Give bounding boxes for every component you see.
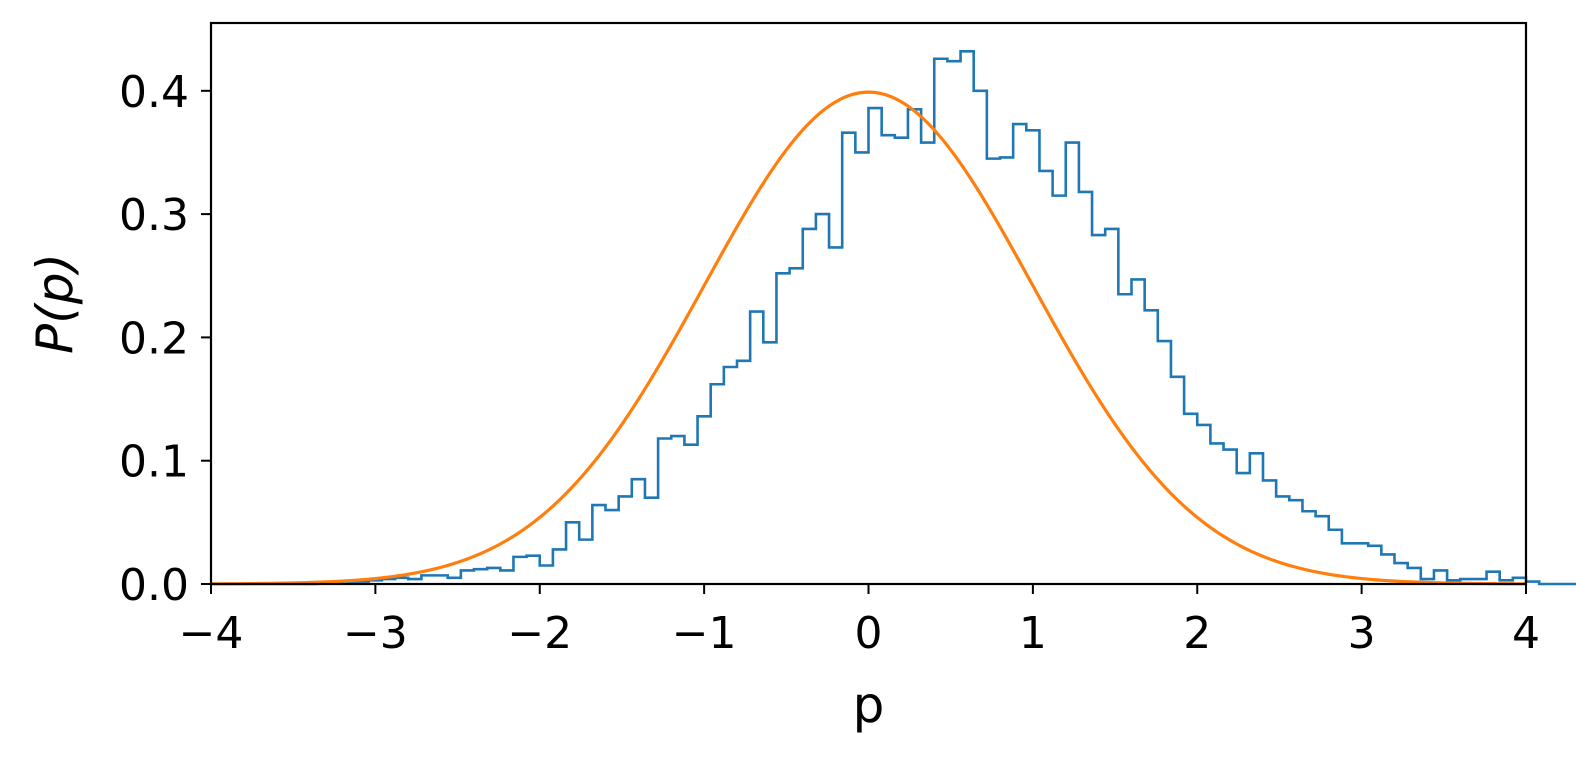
- x-tick-label: −2: [507, 608, 572, 659]
- y-tick-label: 0.0: [119, 560, 189, 611]
- plot-area: [210, 50, 1576, 586]
- x-tick-label: −3: [343, 608, 408, 659]
- x-tick-label: 0: [855, 608, 883, 659]
- y-tick-label: 0.1: [119, 437, 189, 488]
- gaussian-fit-line: [210, 90, 1527, 586]
- x-tick-label: 1: [1019, 608, 1047, 659]
- y-tick-label: 0.3: [119, 190, 189, 241]
- x-tick-label: 3: [1348, 608, 1376, 659]
- x-tick-label: 4: [1512, 608, 1540, 659]
- histogram-series: [211, 50, 1576, 586]
- y-axis-label: P(p): [26, 253, 84, 354]
- x-axis: −4 −3 −2 −1 0 1 2 3 4: [179, 584, 1540, 659]
- x-tick-label: 2: [1183, 608, 1211, 659]
- y-tick-label: 0.4: [119, 67, 189, 118]
- x-tick-label: −4: [179, 608, 244, 659]
- x-axis-label: p: [853, 676, 885, 734]
- y-axis: 0.0 0.1 0.2 0.3 0.4: [119, 67, 211, 611]
- y-tick-label: 0.2: [119, 313, 189, 364]
- x-tick-label: −1: [672, 608, 737, 659]
